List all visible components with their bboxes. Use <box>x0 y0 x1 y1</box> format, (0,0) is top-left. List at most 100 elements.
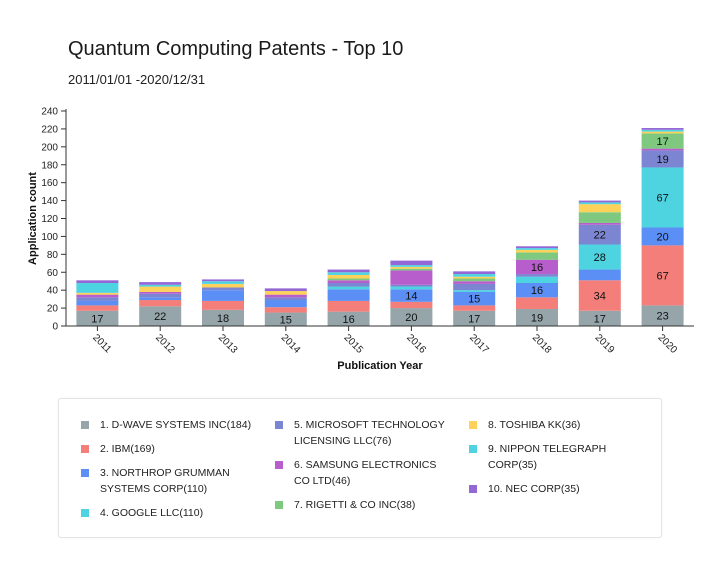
x-tick-label: 2018 <box>530 332 554 356</box>
legend-label: 1. D-WAVE SYSTEMS INC(184) <box>100 419 252 431</box>
legend-swatch <box>275 461 283 469</box>
bar-segment <box>516 308 558 326</box>
legend-label: 7. RIGETTI & CO INC(38) <box>294 499 416 511</box>
bar-segment <box>327 283 370 287</box>
y-tick-label: 120 <box>41 214 58 225</box>
bar-segment <box>641 227 684 246</box>
bar-segment <box>578 224 621 245</box>
data-label: 22 <box>154 311 166 323</box>
bar-segment <box>76 283 119 293</box>
bar-segment <box>390 265 433 267</box>
bar-segment <box>516 276 558 283</box>
legend-label: 6. SAMSUNG ELECTRONICS <box>294 459 437 471</box>
bar-segment <box>202 290 244 301</box>
y-tick-label: 220 <box>41 124 58 135</box>
bar-segment <box>76 280 119 283</box>
y-tick-label: 100 <box>41 232 58 243</box>
bar-segment <box>578 204 621 213</box>
data-label: 15 <box>280 314 292 326</box>
bar-segment <box>264 300 307 308</box>
bar-segment <box>202 309 244 326</box>
data-label: 16 <box>531 285 543 297</box>
data-label: 16 <box>342 314 354 326</box>
bar-segment <box>390 266 433 269</box>
bar-segment <box>453 274 496 277</box>
bar-segment <box>327 286 370 290</box>
legend-label: 5. MICROSOFT TECHNOLOGY <box>294 419 445 431</box>
bar-segment <box>76 292 119 295</box>
legend-label: CORP(35) <box>488 459 538 471</box>
bar-segment <box>516 252 558 260</box>
bar-segment <box>641 148 684 151</box>
data-label: 67 <box>656 270 668 282</box>
data-label: 28 <box>594 252 606 264</box>
x-tick-label: 2019 <box>593 332 617 356</box>
data-label: 19 <box>656 154 668 166</box>
bar-segment <box>202 300 244 310</box>
bar-segment <box>641 128 684 130</box>
bar-segment <box>641 305 684 326</box>
bar-segment <box>202 281 244 284</box>
data-label: 18 <box>217 313 229 325</box>
legend-label: 10. NEC CORP(35) <box>488 483 580 495</box>
legend-label: 3. NORTHROP GRUMMAN <box>100 467 230 479</box>
data-label: 15 <box>468 294 480 306</box>
y-tick-label: 60 <box>47 268 59 279</box>
legend-item: 6. SAMSUNG ELECTRONICS CO LTD(46) <box>275 457 450 489</box>
x-tick-label: 2017 <box>467 332 491 356</box>
legend-label: SYSTEMS CORP(110) <box>100 483 208 495</box>
chart-title: Quantum Computing Patents - Top 10 <box>68 38 404 60</box>
bar-segment <box>578 200 621 203</box>
bar-segment <box>76 310 119 326</box>
bar-segment <box>641 129 684 132</box>
legend-swatch <box>469 485 477 493</box>
y-tick-label: 80 <box>47 250 59 261</box>
bar-segment <box>578 244 621 270</box>
bar-segment <box>390 284 433 287</box>
legend-item: 10. NEC CORP(35) <box>469 481 644 497</box>
bar-segment <box>202 283 244 288</box>
bar-segment <box>139 293 182 298</box>
bar-segment <box>202 279 244 282</box>
bar-segment <box>578 280 621 311</box>
legend-item: 9. NIPPON TELEGRAPH CORP(35) <box>469 441 644 473</box>
bar-segment <box>139 300 182 307</box>
data-label: 23 <box>656 311 668 323</box>
bar-segment <box>76 297 119 301</box>
bar-segment <box>139 284 182 287</box>
bar-segment <box>641 133 684 149</box>
legend-swatch <box>81 469 89 477</box>
legend-swatch <box>81 445 89 453</box>
bar-segment <box>453 276 496 279</box>
bar-segment <box>327 289 370 301</box>
y-tick-label: 180 <box>41 160 58 171</box>
bar-segment <box>578 310 621 326</box>
bar-segment <box>453 281 496 284</box>
bar-segment <box>453 283 496 291</box>
legend-item: 2. IBM(169) <box>81 441 256 457</box>
legend-label: CO LTD(46) <box>294 475 351 487</box>
bar-segment <box>327 272 370 275</box>
bar-segment <box>327 300 370 312</box>
data-label: 22 <box>594 230 606 242</box>
bar-segment <box>578 212 621 223</box>
legend-column: 5. MICROSOFT TECHNOLOGY LICENSING LLC(76)… <box>275 417 450 521</box>
data-label: 20 <box>656 231 668 243</box>
bar-segment <box>390 301 433 309</box>
bar-segment <box>578 269 621 281</box>
legend-column: 8. TOSHIBA KK(36) 9. NIPPON TELEGRAPH CORP… <box>469 417 644 505</box>
y-tick-label: 240 <box>41 107 58 118</box>
data-label: 17 <box>91 313 103 325</box>
x-tick-label: 2016 <box>404 332 428 356</box>
legend-item: 3. NORTHROP GRUMMAN SYSTEMS CORP(110) <box>81 465 256 497</box>
bar-segment <box>139 297 182 301</box>
bar-segment <box>453 305 496 311</box>
x-tick-label: 2015 <box>341 332 365 356</box>
bar-segment <box>390 260 433 266</box>
legend-item: 8. TOSHIBA KK(36) <box>469 417 644 433</box>
bar-segment <box>453 271 496 275</box>
legend-label: 4. GOOGLE LLC(110) <box>100 507 204 519</box>
y-axis-title: Application count <box>27 172 39 265</box>
legend-swatch <box>469 421 477 429</box>
bar-segment <box>202 287 244 291</box>
